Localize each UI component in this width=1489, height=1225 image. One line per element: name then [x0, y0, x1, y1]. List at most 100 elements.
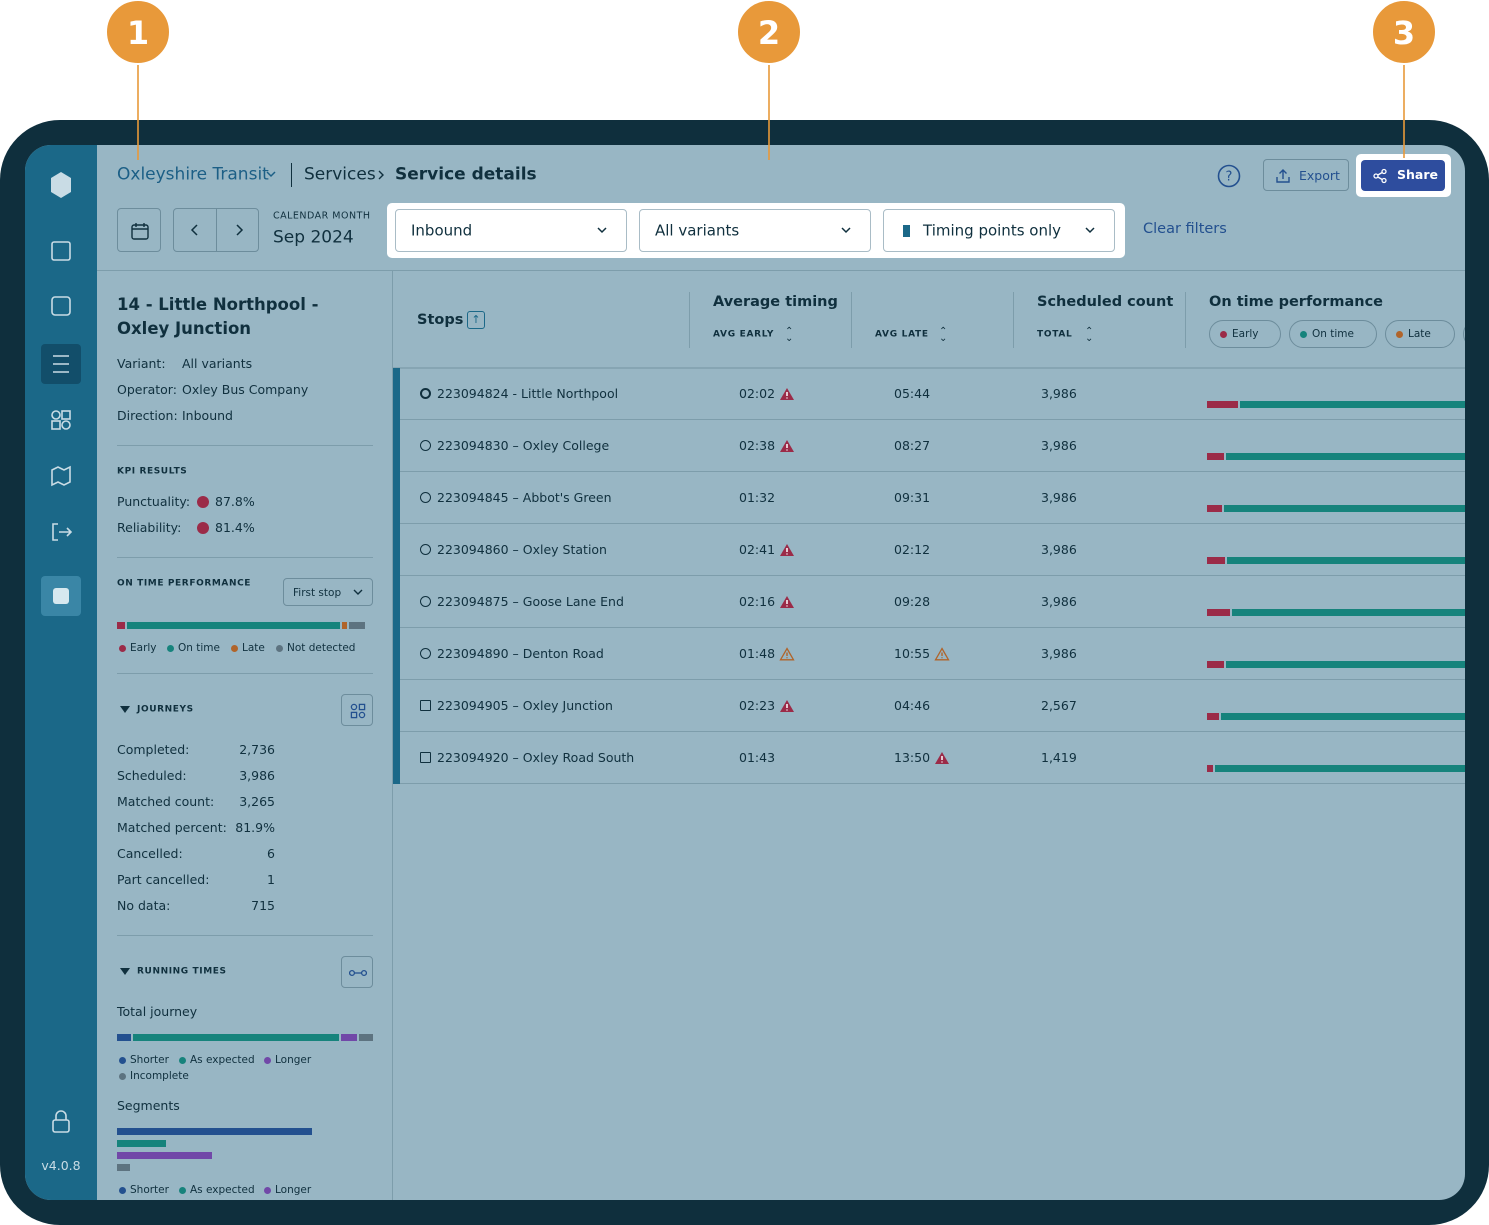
bar-segment — [132, 1034, 339, 1041]
journey-label: No data: — [117, 897, 171, 913]
bar-segment — [117, 1034, 131, 1041]
nav-map[interactable] — [51, 465, 71, 487]
stop-marker — [420, 388, 431, 399]
bar-segment — [359, 1034, 373, 1041]
total-journey-title: Total journey — [117, 1003, 198, 1019]
organisation[interactable]: Oxleyshire Transit — [117, 164, 269, 185]
fail-icon — [197, 496, 209, 508]
share-icon — [1373, 168, 1387, 184]
legend-dot — [119, 1072, 126, 1080]
svg-text:?: ? — [1226, 170, 1233, 185]
stop-marker — [420, 700, 431, 711]
alert-icon — [935, 752, 949, 764]
table-row[interactable]: 223094905 – Oxley Junction 02:23 04:46 2,56… — [393, 680, 1465, 732]
col-header: Stops — [417, 311, 464, 328]
collapse-icon[interactable] — [120, 706, 130, 714]
callout-number: 3 — [1393, 14, 1415, 52]
calendar-icon — [131, 223, 149, 240]
sort-icon[interactable]: ⌃ ⌄ — [785, 326, 794, 344]
table-row[interactable]: 223094875 – Goose Lane End 02:16 09:28 3,98… — [393, 576, 1465, 628]
clear-filters[interactable]: Clear filters — [1143, 220, 1227, 237]
period-value: Sep 2024 — [273, 227, 354, 248]
table-row[interactable]: 223094845 – Abbot's Green 01:32 09:31 3,986 — [393, 472, 1465, 524]
filter-chip[interactable]: Early — [1209, 320, 1281, 348]
avg-early: 02:41 — [739, 541, 776, 557]
variant-filter[interactable]: All variants — [639, 209, 871, 252]
kpi-value: 87.8% — [215, 493, 255, 509]
table-row[interactable]: 223094920 – Oxley Road South 01:43 13:50 1,… — [393, 732, 1465, 784]
alert-icon — [779, 647, 795, 661]
help-button[interactable]: ? — [1217, 164, 1241, 188]
legend-label: Shorter — [130, 1183, 169, 1196]
sort-icon[interactable]: ⌃ ⌄ — [939, 326, 948, 344]
table-row[interactable]: 223094824 - Little Northpool 02:02 05:44 3,… — [393, 368, 1465, 420]
table-row[interactable]: 223094860 – Oxley Station 02:41 02:12 3,986 — [393, 524, 1465, 576]
alert-icon — [780, 440, 794, 452]
perf-on-time — [1231, 609, 1465, 616]
app-screen: v4.0.8 Oxleyshire Transit Services Servi… — [25, 145, 1465, 1200]
prev-button[interactable] — [188, 223, 202, 237]
direction-value: Inbound — [411, 221, 473, 240]
legend-dot — [167, 644, 174, 652]
table-row[interactable]: 223094830 – Oxley College 02:38 08:27 3,986 — [393, 420, 1465, 472]
share-button[interactable]: Share — [1361, 160, 1445, 191]
kpi-value: 81.4% — [215, 519, 255, 535]
legend-label: Incomplete — [130, 1069, 189, 1082]
bar-segment — [340, 1034, 358, 1041]
stop-name: 223094920 – Oxley Road South — [437, 749, 635, 765]
breadcrumb[interactable]: Services — [304, 164, 376, 185]
export-icon — [1276, 169, 1290, 183]
stops-table: Stops ↑ Average timing Scheduled count On ti… — [393, 271, 1465, 1200]
sort-button: ↑ — [467, 311, 485, 329]
stop-selector[interactable]: First stop — [283, 578, 373, 606]
avg-early: 01:48 — [739, 645, 776, 661]
legend-dot — [276, 644, 283, 652]
sort-icon[interactable]: ⌃ ⌄ — [1085, 326, 1094, 344]
nav-services — [53, 355, 69, 373]
callout-number: 2 — [758, 14, 780, 52]
scheduled-total: 3,986 — [1041, 645, 1077, 661]
nav-vehicles[interactable] — [51, 296, 71, 316]
perf-early — [1207, 765, 1213, 772]
alert-icon — [780, 596, 794, 608]
row-accent — [393, 576, 400, 628]
journey-value: 6 — [267, 845, 275, 861]
legend-label: Longer — [275, 1183, 312, 1196]
direction-filter[interactable]: Inbound — [395, 209, 627, 252]
detail-value: Oxley Bus Company — [182, 381, 309, 397]
avg-late: 09:28 — [894, 593, 931, 609]
avg-early: 01:32 — [739, 489, 776, 505]
journeys-button[interactable] — [341, 694, 373, 726]
running-button[interactable] — [341, 956, 373, 988]
journey-label: Completed: — [117, 741, 190, 757]
avg-early: 02:38 — [739, 437, 776, 453]
collapse-icon[interactable] — [120, 968, 130, 976]
col-header: Average timing — [713, 293, 838, 310]
detail-value: All variants — [182, 355, 253, 371]
avg-early: 02:02 — [739, 385, 776, 401]
divider — [117, 935, 373, 936]
avg-late: 08:27 — [894, 437, 931, 453]
stops-filter[interactable]: Timing points only — [883, 209, 1115, 252]
row-accent — [393, 732, 400, 784]
nav-logout[interactable] — [52, 523, 73, 541]
selector-value: First stop — [293, 586, 342, 599]
journeys-title: JOURNEYS — [137, 704, 194, 715]
avg-early: 01:43 — [739, 749, 776, 765]
perf-early — [1207, 505, 1222, 512]
chip-label: On time — [1312, 327, 1354, 340]
table-row[interactable]: 223094890 – Denton Road 01:48 10:55 3,986 — [393, 628, 1465, 680]
filter-chip[interactable]: On time — [1289, 320, 1377, 348]
nav-reports[interactable] — [51, 241, 71, 261]
next-button[interactable] — [232, 223, 246, 237]
nav-apps[interactable] — [51, 410, 61, 420]
filter-chip[interactable]: Late — [1385, 320, 1455, 348]
calendar-button[interactable] — [117, 208, 161, 252]
kpi-title: KPI RESULTS — [117, 466, 188, 477]
perf-on-time — [1227, 557, 1465, 564]
export-button[interactable]: Export — [1263, 159, 1349, 191]
legend-dot — [119, 1056, 126, 1064]
bar-segment — [127, 622, 340, 629]
scheduled-total: 3,986 — [1041, 489, 1077, 505]
